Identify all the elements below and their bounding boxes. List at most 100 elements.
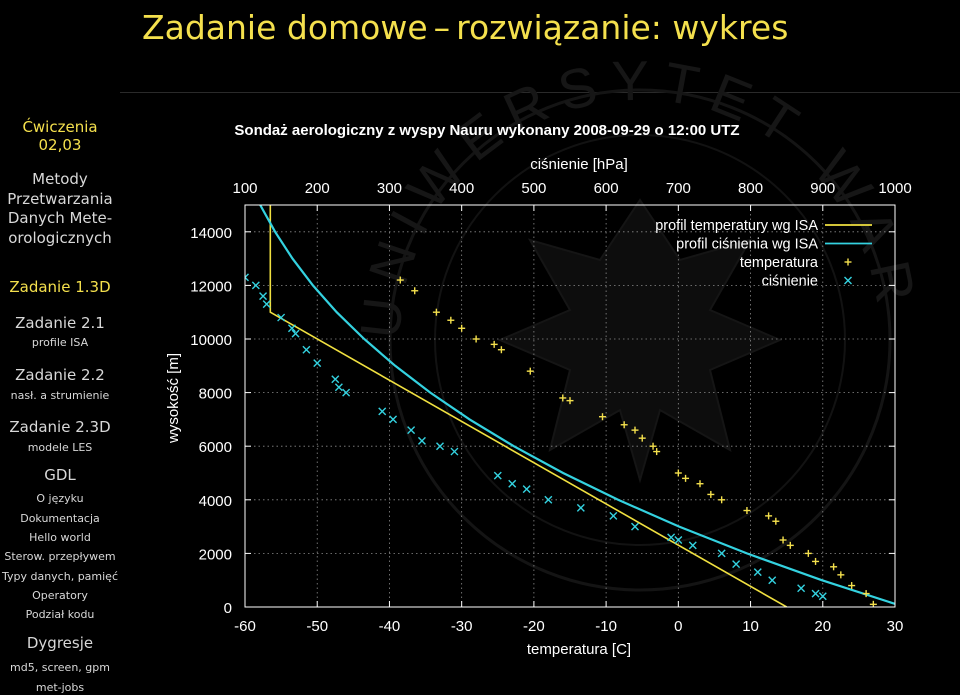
x2-tick-label: 200: [305, 180, 330, 197]
temperature-point: [696, 480, 704, 488]
pressure-point: [334, 383, 343, 392]
legend-label: ciśnienie: [762, 274, 818, 290]
temperature-point: [848, 582, 856, 590]
pressure-point: [797, 584, 806, 593]
temperature-point: [812, 557, 820, 565]
pressure-point: [717, 549, 726, 558]
sidebar-item-md5-screen-gpm[interactable]: md5, screen, gpm: [10, 661, 110, 674]
pressure-point: [768, 576, 777, 585]
cross-b: [768, 576, 777, 585]
sidebar-item-met-jobs[interactable]: met-jobs: [35, 681, 85, 694]
cross-a: [245, 276, 249, 282]
sidebar-item-o-jezyku[interactable]: O języku: [36, 492, 84, 505]
cross-b: [576, 503, 585, 512]
plot-frame: [244, 204, 896, 608]
pressure-point: [576, 503, 585, 512]
legend-cross-b: [844, 276, 852, 285]
slide-title: Zadanie domowe – rozwiązanie: wykres: [142, 8, 788, 47]
sidebar-item-modele-les[interactable]: modele LES: [27, 441, 93, 454]
sidebar-course-line2: Przetwarzania: [7, 189, 113, 208]
pressure-point: [259, 292, 268, 301]
slide-title-part1: Zadanie domowe: [142, 8, 428, 47]
pressure-point: [262, 300, 271, 309]
sidebar-item-nasl-strumienie[interactable]: nasł. a strumienie: [10, 389, 110, 402]
legend-label: profil ciśnienia wg ISA: [676, 237, 818, 253]
cross-b: [251, 281, 260, 290]
cross-b: [732, 560, 741, 569]
sidebar-item-zadanie-2-2[interactable]: Zadanie 2.2: [15, 366, 105, 384]
cross-b: [631, 522, 639, 531]
pressure-point: [609, 511, 618, 520]
sidebar-item-zadanie-2-1[interactable]: Zadanie 2.1: [15, 314, 105, 332]
sidebar-item-dokumentacja[interactable]: Dokumentacja: [20, 512, 100, 525]
x2-tick-label: 1000: [878, 180, 911, 197]
pressure-point: [674, 536, 683, 544]
pressure-point: [302, 345, 311, 354]
x2-tick-label: 500: [521, 180, 546, 197]
sidebar-item-dygresje[interactable]: Dygresje: [26, 634, 94, 652]
pressure-point: [417, 436, 426, 445]
temperature-point: [559, 394, 567, 402]
pressure-point: [753, 568, 762, 577]
temperature-point: [743, 507, 751, 515]
temperature-point: [432, 308, 440, 316]
sidebar-item-sterow-przeplywem[interactable]: Sterow. przepływem: [4, 550, 116, 563]
sounding-chart: -60 -50 -40 -30 -20 -10 0 10 20 30 100 200 300 400 500…: [165, 122, 912, 658]
x-tick-label: -30: [451, 618, 473, 635]
cross-b: [262, 300, 271, 309]
cross-b: [291, 329, 300, 338]
pressure-point: [378, 407, 387, 416]
temperature-point: [707, 490, 715, 498]
x-tick-label: 10: [742, 618, 759, 635]
sidebar-item-zadanie-2-3d[interactable]: Zadanie 2.3D: [9, 418, 111, 436]
sidebar-course-line3: Danych Mete-: [7, 209, 113, 227]
y-tick-label: 12000: [190, 278, 232, 295]
x2-tick-label: 400: [449, 180, 474, 197]
temperature-point: [411, 287, 419, 295]
slide-title-part2: rozwiązanie: wykres: [456, 8, 789, 47]
pressure-point: [313, 359, 322, 368]
sidebar-section-line2: 02,03: [38, 136, 82, 154]
sidebar-item-podzial-kodu[interactable]: Podział kodu: [25, 608, 95, 621]
temperature-point: [396, 276, 404, 284]
cross-b: [334, 383, 343, 392]
cross-b: [493, 471, 502, 480]
sidebar-item-hello-world[interactable]: Hello world: [29, 531, 91, 544]
temperature-point: [779, 536, 787, 544]
y-tick-label: 4000: [199, 493, 232, 510]
sidebar-item-operatory[interactable]: Operatory: [32, 589, 88, 602]
x2-tick-label: 900: [810, 180, 835, 197]
pressure-point: [245, 273, 249, 282]
cross-b: [287, 324, 296, 333]
axis-ticks: [244, 205, 896, 608]
x2-tick-label: 800: [738, 180, 763, 197]
x2-tick-label: 100: [232, 180, 257, 197]
cross-b: [811, 589, 820, 598]
cross-b: [313, 359, 322, 368]
cross-b: [753, 568, 762, 577]
cross-b: [277, 313, 286, 322]
temperature-point: [649, 442, 657, 450]
temperature-point: [472, 335, 480, 343]
x-tick-label: -20: [523, 618, 545, 635]
sidebar-course-title[interactable]: Metody Przetwarzania Danych Mete- orolog…: [0, 170, 120, 248]
temperature-point: [566, 397, 574, 405]
cross-a: [897, 601, 904, 608]
sidebar-section-cwiczenia[interactable]: Ćwiczenia 02,03: [0, 118, 120, 154]
sidebar-item-zadanie-1-3d[interactable]: Zadanie 1.3D: [9, 278, 111, 296]
cross-b: [245, 273, 249, 279]
sidebar-item-profile-isa[interactable]: profile ISA: [31, 336, 89, 349]
sidebar-item-typy-danych[interactable]: Typy danych, pamięć: [1, 570, 119, 583]
chart-title: Sondaż aerologiczny z wyspy Nauru wykona…: [234, 122, 739, 139]
y-tick-label: 8000: [199, 386, 232, 403]
sidebar-course-line4: orologicznych: [8, 228, 112, 247]
temperature-point: [718, 496, 726, 504]
cross-b: [522, 485, 531, 494]
y-tick-label: 14000: [190, 225, 232, 242]
sidebar-item-gdl[interactable]: GDL: [44, 466, 76, 484]
temperature-point: [653, 448, 661, 456]
cross-b: [342, 388, 351, 397]
temp-isa-line: [269, 205, 788, 607]
cross-b: [407, 426, 416, 435]
temperature-point: [830, 563, 838, 571]
